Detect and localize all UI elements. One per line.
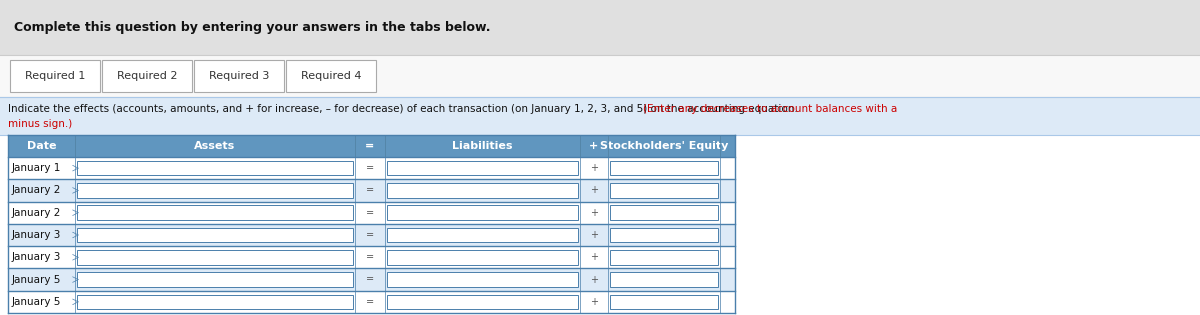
Bar bbox=[77, 205, 353, 220]
Bar bbox=[386, 250, 578, 265]
Text: +: + bbox=[589, 141, 599, 151]
Text: January 2: January 2 bbox=[12, 208, 61, 218]
Text: +: + bbox=[590, 275, 598, 284]
Text: Stockholders' Equity: Stockholders' Equity bbox=[600, 141, 728, 151]
Bar bbox=[610, 205, 718, 220]
Text: +: + bbox=[590, 186, 598, 195]
Text: =: = bbox=[365, 141, 374, 151]
Text: January 5: January 5 bbox=[12, 297, 61, 307]
Bar bbox=[386, 228, 578, 242]
Text: January 1: January 1 bbox=[12, 163, 61, 173]
Text: minus sign.): minus sign.) bbox=[8, 119, 72, 129]
Text: =: = bbox=[366, 163, 374, 173]
Bar bbox=[8, 157, 734, 179]
Bar bbox=[77, 272, 353, 287]
Text: +: + bbox=[590, 208, 598, 218]
Bar bbox=[386, 272, 578, 287]
Text: +: + bbox=[590, 252, 598, 262]
Bar bbox=[386, 295, 578, 309]
Bar bbox=[10, 60, 100, 92]
Bar bbox=[610, 250, 718, 265]
Bar bbox=[0, 55, 1200, 97]
Text: +: + bbox=[590, 230, 598, 240]
Bar bbox=[8, 268, 734, 291]
Bar bbox=[77, 250, 353, 265]
Text: January 3: January 3 bbox=[12, 252, 61, 262]
Text: +: + bbox=[590, 163, 598, 173]
Bar bbox=[77, 183, 353, 198]
Bar bbox=[0, 97, 1200, 135]
Text: =: = bbox=[366, 297, 374, 307]
Text: January 2: January 2 bbox=[12, 186, 61, 195]
Text: (Enter any decreases to account balances with a: (Enter any decreases to account balances… bbox=[643, 104, 898, 114]
Text: =: = bbox=[366, 230, 374, 240]
Text: Required 2: Required 2 bbox=[116, 71, 178, 81]
Text: Required 1: Required 1 bbox=[25, 71, 85, 81]
Bar bbox=[77, 295, 353, 309]
Text: Complete this question by entering your answers in the tabs below.: Complete this question by entering your … bbox=[14, 21, 491, 34]
Bar bbox=[610, 228, 718, 242]
Bar bbox=[386, 161, 578, 175]
Text: Assets: Assets bbox=[194, 141, 235, 151]
Bar bbox=[386, 183, 578, 198]
Text: =: = bbox=[366, 208, 374, 218]
Bar bbox=[194, 60, 284, 92]
Bar bbox=[102, 60, 192, 92]
Bar bbox=[77, 161, 353, 175]
Bar bbox=[8, 291, 734, 313]
Bar bbox=[8, 224, 734, 246]
Text: =: = bbox=[366, 275, 374, 284]
Bar bbox=[386, 205, 578, 220]
Bar bbox=[8, 179, 734, 202]
Bar bbox=[610, 183, 718, 198]
Text: Required 3: Required 3 bbox=[209, 71, 269, 81]
Bar bbox=[77, 228, 353, 242]
Text: =: = bbox=[366, 252, 374, 262]
Bar bbox=[8, 135, 734, 157]
Bar bbox=[610, 161, 718, 175]
Bar bbox=[8, 202, 734, 224]
Text: =: = bbox=[366, 186, 374, 195]
Bar bbox=[610, 272, 718, 287]
Bar bbox=[8, 246, 734, 268]
Text: Indicate the effects (accounts, amounts, and + for increase, – for decrease) of : Indicate the effects (accounts, amounts,… bbox=[8, 104, 802, 114]
Bar bbox=[0, 0, 1200, 55]
Text: January 3: January 3 bbox=[12, 230, 61, 240]
Text: +: + bbox=[590, 297, 598, 307]
Text: Liabilities: Liabilities bbox=[452, 141, 512, 151]
Text: Date: Date bbox=[26, 141, 56, 151]
Bar bbox=[610, 295, 718, 309]
Text: Required 4: Required 4 bbox=[301, 71, 361, 81]
Bar bbox=[286, 60, 376, 92]
Text: January 5: January 5 bbox=[12, 275, 61, 284]
